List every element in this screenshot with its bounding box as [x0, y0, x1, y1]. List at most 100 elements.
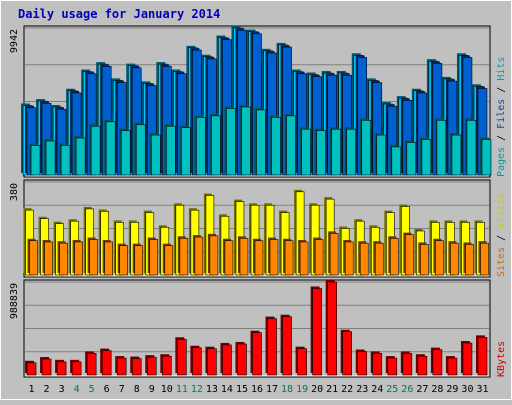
sites-bar-9 — [149, 239, 159, 276]
x-tick-label-11: 11 — [176, 384, 188, 395]
sites-bar-11 — [179, 237, 189, 276]
x-tick-label-21: 21 — [326, 384, 338, 395]
kbytes-bar-7 — [116, 357, 127, 376]
x-tick-label-13: 13 — [206, 384, 218, 395]
panel-visits: 380 Sites / Visits — [9, 179, 507, 278]
sites-bar-3 — [59, 242, 68, 276]
x-tick-label-29: 29 — [446, 384, 458, 395]
pages-bar-6 — [105, 121, 116, 176]
panel-hits: 9942 Pages / Files / Hits — [9, 25, 507, 178]
pages-bar-15 — [241, 106, 251, 176]
max-label-kbytes: 988839 — [9, 283, 20, 319]
kbytes-bar-9 — [146, 356, 157, 376]
kbytes-bar-16 — [252, 332, 262, 376]
sites-bar-29 — [450, 242, 459, 276]
sites-bar-14 — [224, 240, 234, 276]
sites-bar-21 — [329, 233, 339, 276]
pages-bar-29 — [451, 134, 462, 176]
x-tick-label-8: 8 — [134, 384, 140, 395]
pages-bar-22 — [346, 128, 356, 176]
kbytes-bar-18 — [282, 316, 292, 376]
legend-hits: Pages / Files / Hits — [496, 57, 507, 177]
x-tick-label-22: 22 — [341, 384, 353, 395]
panel-kbytes: 988839 KBytes — [9, 279, 507, 378]
pages-bar-26 — [406, 142, 417, 176]
kbytes-bar-25 — [387, 357, 398, 376]
x-tick-label-31: 31 — [476, 384, 488, 395]
kbytes-bar-3 — [56, 361, 67, 376]
x-tick-label-1: 1 — [29, 384, 35, 395]
pages-bar-28 — [436, 119, 447, 176]
kbytes-bar-20 — [312, 288, 322, 376]
sites-bar-4 — [74, 241, 83, 276]
x-tick-label-7: 7 — [119, 384, 125, 395]
sites-bar-20 — [314, 239, 324, 276]
x-tick-label-3: 3 — [59, 384, 65, 395]
x-tick-label-27: 27 — [416, 384, 428, 395]
x-tick-label-6: 6 — [104, 384, 110, 395]
x-tick-label-23: 23 — [356, 384, 368, 395]
x-tick-label-16: 16 — [251, 384, 263, 395]
pages-bar-3 — [60, 145, 71, 176]
kbytes-bar-21 — [327, 281, 337, 376]
x-tick-label-17: 17 — [266, 384, 278, 395]
x-tick-label-24: 24 — [371, 384, 383, 395]
pages-bar-7 — [120, 130, 131, 176]
sites-bar-8 — [134, 245, 144, 276]
legend-separator: / — [496, 229, 507, 247]
x-tick-label-5: 5 — [89, 384, 95, 395]
x-tick-label-15: 15 — [236, 384, 248, 395]
x-tick-label-20: 20 — [311, 384, 323, 395]
chart-panels: 9942 Pages / Files / Hits 380 Sites / Visit… — [9, 25, 507, 395]
kbytes-bar-1 — [26, 362, 37, 376]
sites-bar-26 — [405, 234, 414, 276]
kbytes-bar-6 — [101, 350, 112, 376]
x-tick-label-19: 19 — [296, 384, 308, 395]
kbytes-bar-31 — [477, 337, 488, 376]
pages-bar-23 — [361, 119, 372, 176]
pages-bar-30 — [466, 119, 477, 176]
pages-bar-24 — [376, 134, 387, 176]
legend-item-pages: Pages — [496, 147, 507, 177]
x-tick-label-25: 25 — [386, 384, 398, 395]
legend-visits: Sites / Visits — [496, 193, 507, 277]
pages-bar-14 — [226, 108, 236, 176]
x-tick-label-12: 12 — [191, 384, 203, 395]
legend-item-visits: Visits — [496, 193, 507, 229]
legend-item-hits: Hits — [496, 57, 507, 81]
max-label-hits: 9942 — [9, 29, 20, 53]
kbytes-bar-27 — [417, 355, 428, 376]
legend-item-sites: Sites — [496, 247, 507, 277]
legend-item-files: Files — [496, 99, 507, 129]
sites-bar-5 — [89, 239, 98, 276]
kbytes-bar-22 — [342, 331, 352, 376]
kbytes-bar-5 — [86, 353, 97, 376]
pages-bar-18 — [286, 115, 296, 176]
sites-bar-7 — [119, 245, 129, 276]
kbytes-bar-26 — [402, 353, 413, 376]
pages-bar-12 — [196, 117, 206, 176]
legend-text-hits: Pages / Files / Hits — [496, 57, 507, 177]
sites-bar-27 — [420, 244, 429, 276]
sites-bar-31 — [480, 242, 489, 276]
pages-bar-20 — [316, 130, 326, 176]
pages-bar-2 — [45, 140, 56, 176]
x-tick-label-10: 10 — [161, 384, 173, 395]
pages-bar-9 — [150, 134, 161, 176]
sites-bar-17 — [269, 239, 279, 276]
kbytes-bar-23 — [357, 351, 368, 376]
sites-bar-25 — [389, 237, 399, 276]
sites-bar-18 — [284, 240, 294, 276]
sites-bar-6 — [104, 241, 113, 276]
kbytes-bar-28 — [432, 349, 443, 376]
kbytes-bar-12 — [192, 347, 202, 376]
kbytes-bar-14 — [222, 344, 232, 376]
x-tick-label-4: 4 — [74, 384, 80, 395]
pages-bar-19 — [301, 128, 311, 176]
kbytes-bar-4 — [71, 361, 82, 376]
sites-bar-10 — [164, 245, 174, 276]
sites-bar-24 — [374, 242, 384, 276]
legend-separator: / — [496, 129, 507, 147]
